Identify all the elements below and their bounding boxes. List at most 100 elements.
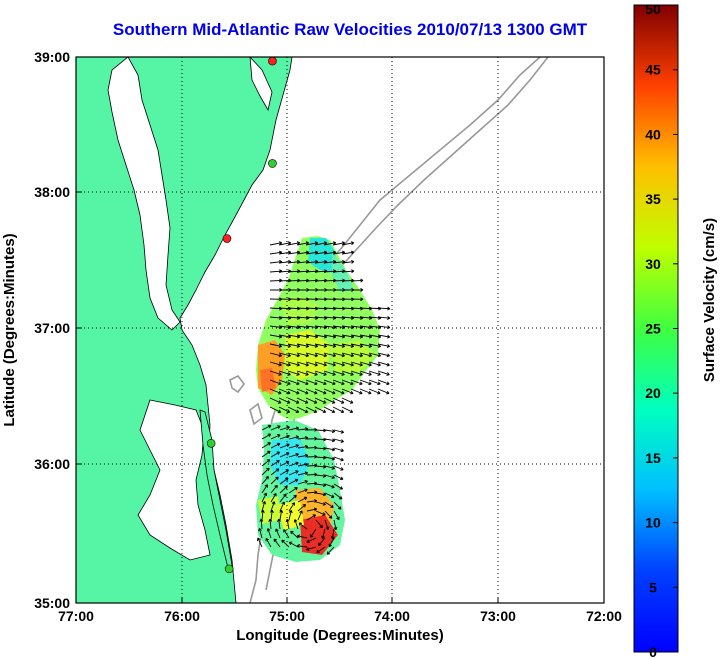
velocity-arrow [324,456,336,461]
velocity-arrow [273,538,281,548]
velocity-arrow [377,361,390,367]
colorbar-label: Surface Velocity (cm/s) [701,218,718,382]
grid-lines [76,57,604,603]
radar-station-marker[interactable] [268,57,277,66]
velocity-arrow [306,514,316,521]
velocity-arrow [270,425,281,431]
velocity-arrow [306,499,318,503]
velocity-arrow [368,388,381,395]
velocity-arrow [270,442,281,449]
velocity-arrow [269,370,282,376]
velocity-arrow [305,370,318,376]
delaware-bay [249,57,273,112]
velocity-arrow [297,436,309,440]
velocity-arrow [341,343,355,348]
velocity-arrow [257,537,263,548]
velocity-arrow [261,484,268,494]
velocity-arrow [324,438,336,443]
velocity-arrow [269,406,282,414]
velocity-arrow [350,352,363,358]
velocity-arrow [333,510,340,521]
velocity-arrow [305,343,319,348]
velocity-arrow [315,473,327,478]
velocity-arrow [297,479,308,485]
chesapeake-bay [107,57,181,331]
velocity-arrow [333,456,344,462]
velocity-arrow [296,379,309,386]
velocity-arrow [297,427,309,431]
radar-stations [206,57,277,574]
velocity-arrow [283,529,290,539]
velocity-arrow [269,379,282,386]
velocity-arrow [324,510,333,519]
velocity-arrow [270,484,278,494]
velocity-arrow [288,487,298,494]
velocity-arrow [323,397,336,404]
velocity-arrow [270,451,281,458]
velocity-arrow [270,434,281,440]
colorbar-tick-label: 25 [645,321,661,337]
velocity-arrow [296,370,309,376]
velocity-arrow [341,259,355,264]
velocity-arrow [296,406,309,414]
velocity-arrow [333,429,345,434]
velocity-arrow [333,492,343,500]
velocity-arrow [324,492,335,499]
velocity-arrow [270,460,280,467]
velocity-arrow [278,406,291,414]
velocity-arrow [324,501,334,508]
velocity-arrow [341,388,354,395]
velocity-arrow [359,343,373,348]
velocity-arrow [359,379,372,386]
radar-station-marker[interactable] [206,438,216,448]
colorbar-tick-label: 20 [645,385,661,401]
velocity-arrow [341,397,354,404]
velocity-arrow [306,537,317,543]
velocity-arrow [288,494,297,503]
velocity-arrow [288,426,300,431]
radar-station-marker[interactable] [224,564,234,574]
velocity-arrow [315,483,327,488]
velocity-arrow [341,241,355,246]
velocity-arrow [277,518,281,530]
y-tick-label: 35:00 [34,595,70,611]
velocity-arrow [316,546,326,554]
radar-station-marker[interactable] [222,234,232,243]
colorbar-tick-label: 50 [645,1,661,17]
velocity-arrow [287,352,300,358]
y-tick-label: 38:00 [34,184,70,200]
velocity-arrow [279,443,290,449]
velocity-arrow [306,507,318,512]
velocity-arrow [377,388,390,395]
velocity-arrow [377,379,390,386]
velocity-arrow [288,452,299,458]
radar-station-marker[interactable] [268,159,277,168]
velocity-arrow [332,397,345,404]
velocity-arrow [350,361,363,367]
velocity-arrow [288,502,295,512]
velocity-arrow [350,343,364,348]
colorbar-tick-label: 30 [645,256,661,272]
velocity-arrow [269,388,282,395]
velocity-arrow [305,388,318,395]
velocity-arrow [296,361,309,367]
velocity-arrow [269,352,282,358]
x-tick-label: 75:00 [269,608,305,624]
velocity-arrow [265,537,272,548]
velocity-arrow [314,397,327,404]
velocity-arrow [341,250,355,255]
velocity-arrow [306,481,318,486]
velocity-arrow [318,537,326,546]
colorbar [633,4,679,653]
velocity-arrow [323,379,336,386]
velocity-arrow [315,519,323,529]
velocity-arrow [314,370,327,376]
colorbar-tick-label: 35 [645,191,661,207]
velocity-arrow [261,442,271,449]
velocity-arrow [270,492,277,503]
velocity-arrow [350,370,363,376]
velocity-arrow [314,406,327,414]
velocity-arrow [261,475,269,485]
velocity-arrow [332,370,345,376]
